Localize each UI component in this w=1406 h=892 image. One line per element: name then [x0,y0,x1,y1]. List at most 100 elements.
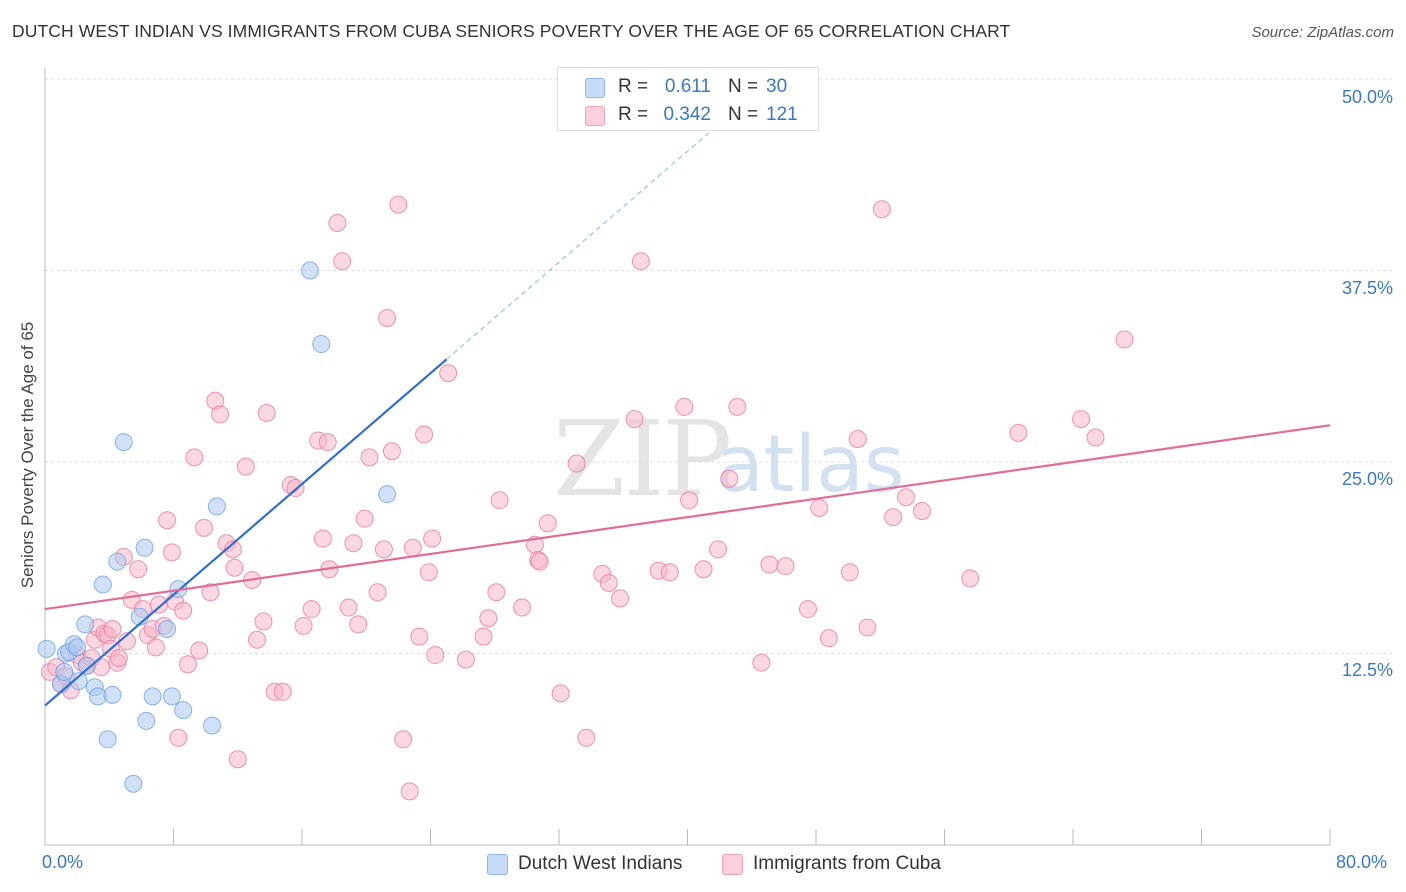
source-label: Source: ZipAtlas.com [1251,24,1394,41]
immigrants-from-cuba-point [819,629,838,648]
dutch-west-indians-point [103,685,122,704]
legend-r-value: 0.611 [664,76,711,97]
immigrants-from-cuba-point [294,616,313,635]
immigrants-from-cuba-point [178,655,197,674]
trend-lines [44,109,1331,707]
correlation-legend: R = 0.611 N = 30 R = 0.342 N = 121 [557,67,819,131]
dutch-west-indians-point [108,552,127,571]
dutch-west-indians-point [55,662,74,681]
legend-r-value: 0.342 [663,104,711,125]
immigrants-from-cuba-point [368,583,387,602]
dutch-west-indians-point [93,575,112,594]
immigrants-from-cuba-point [611,589,630,608]
immigrants-from-cuba-point [660,563,679,582]
immigrants-from-cuba-point [349,615,368,634]
immigrants-from-cuba-point [109,649,128,668]
immigrants-from-cuba-point [328,214,347,233]
immigrants-from-cuba-point [146,638,165,657]
immigrants-from-cuba-point [872,200,891,219]
series-immigrants-from-cuba [40,195,1134,801]
immigrants-from-cuba-point [225,558,244,577]
immigrants-from-cuba-point [162,543,181,562]
immigrants-from-cuba-point [694,560,713,579]
legend-r-label: R = [618,104,649,125]
y-tick-label-50: 50.0% [1341,87,1393,107]
immigrants-from-cuba-point [798,600,817,619]
legend-row-immigrants-from-cuba: R = 0.342 N = 121 [558,101,818,129]
immigrants-from-cuba-point [426,646,445,665]
legend-row-dutch-west-indians: R = 0.611 N = 30 [558,73,818,101]
chart-title: DUTCH WEST INDIAN VS IMMIGRANTS FROM CUB… [12,21,1011,41]
legend-swatch-blue [585,78,605,98]
series-legend: Dutch West Indians Immigrants from Cuba [0,852,1406,878]
immigrants-from-cuba-point [760,555,779,574]
legend-label: Dutch West Indians [518,853,683,874]
dutch-west-indians-point [137,711,156,730]
immigrants-from-cuba-point [355,509,374,528]
immigrants-from-cuba-point [257,403,276,422]
y-axis-title: Seniors Poverty Over the Age of 65 [18,321,37,589]
immigrants-from-cuba-point [333,252,352,271]
immigrants-from-cuba-point [419,563,438,582]
dutch-west-indians-point [37,639,56,658]
legend-n-label: N = [728,76,759,97]
dutch-west-indians-point [114,433,133,452]
immigrants-from-cuba-point [752,653,771,672]
dutch-west-indians-point [203,716,222,735]
immigrants-from-cuba-point [394,730,413,749]
immigrants-from-cuba-point [211,405,230,424]
immigrants-from-cuba-point [174,601,193,620]
dutch-west-indians-point [162,687,181,706]
immigrants-from-cuba-point [1072,410,1091,429]
x-tick-label-max: 80.0% [1336,852,1388,872]
watermark-atlas: atlas [716,420,905,510]
legend-n-value: 121 [766,104,798,125]
immigrants-from-cuba-point [389,195,408,214]
immigrants-from-cuba-point [513,598,532,617]
immigrants-from-cuba-point [150,595,169,614]
immigrants-from-cuba-point [423,529,442,548]
immigrants-from-cuba-point [228,750,247,769]
immigrants-from-cuba-point [538,514,557,533]
legend-n-value: 30 [766,76,788,97]
immigrants-from-cuba-point [400,782,419,801]
immigrants-from-cuba-point [840,563,859,582]
dutch-west-indians-point [135,538,154,557]
dutch-west-indians-point [174,701,193,720]
dutch-west-indians-point [378,485,397,504]
immigrants-from-cuba-point [190,641,209,660]
immigrants-from-cuba-point [410,627,429,646]
immigrants-from-cuba-point [709,540,728,559]
immigrants-from-cuba-point [254,612,273,631]
immigrants-from-cuba-point [551,684,570,703]
legend-swatch-pink [722,854,743,875]
immigrants-from-cuba-point [913,502,932,521]
immigrants-from-cuba-point [631,252,650,271]
legend-r-label: R = [618,76,649,97]
immigrants-from-cuba-point [858,618,877,637]
immigrants-from-cuba-point [776,557,795,576]
immigrants-from-cuba-point [378,308,397,327]
dutch-west-indians-point [124,774,143,793]
immigrants-from-cuba-point [103,619,122,638]
legend-swatch-pink [585,106,605,126]
legend-label: Immigrants from Cuba [753,853,941,874]
dutch-west-indians-point [98,730,117,749]
immigrants-from-cuba-point [680,491,699,510]
dutch-west-indians-point [301,261,320,280]
dutch-west-indians-point [69,672,88,691]
immigrants-from-cuba-point [625,410,644,429]
grid-lines [45,78,1392,654]
axes [44,68,1331,846]
dutch-west-indians-point [76,615,95,634]
immigrants-from-cuba-point [884,508,903,527]
immigrants-from-cuba-point [567,454,586,473]
immigrants-from-cuba-point [374,540,393,559]
series-dutch-west-indians [37,261,397,793]
immigrants-from-cuba-point [169,728,188,747]
immigrants-from-cuba-point [273,682,292,701]
dutch-west-indians-point [312,335,331,354]
immigrants-from-cuba-point [456,650,475,669]
immigrants-from-cuba-point [360,448,379,467]
